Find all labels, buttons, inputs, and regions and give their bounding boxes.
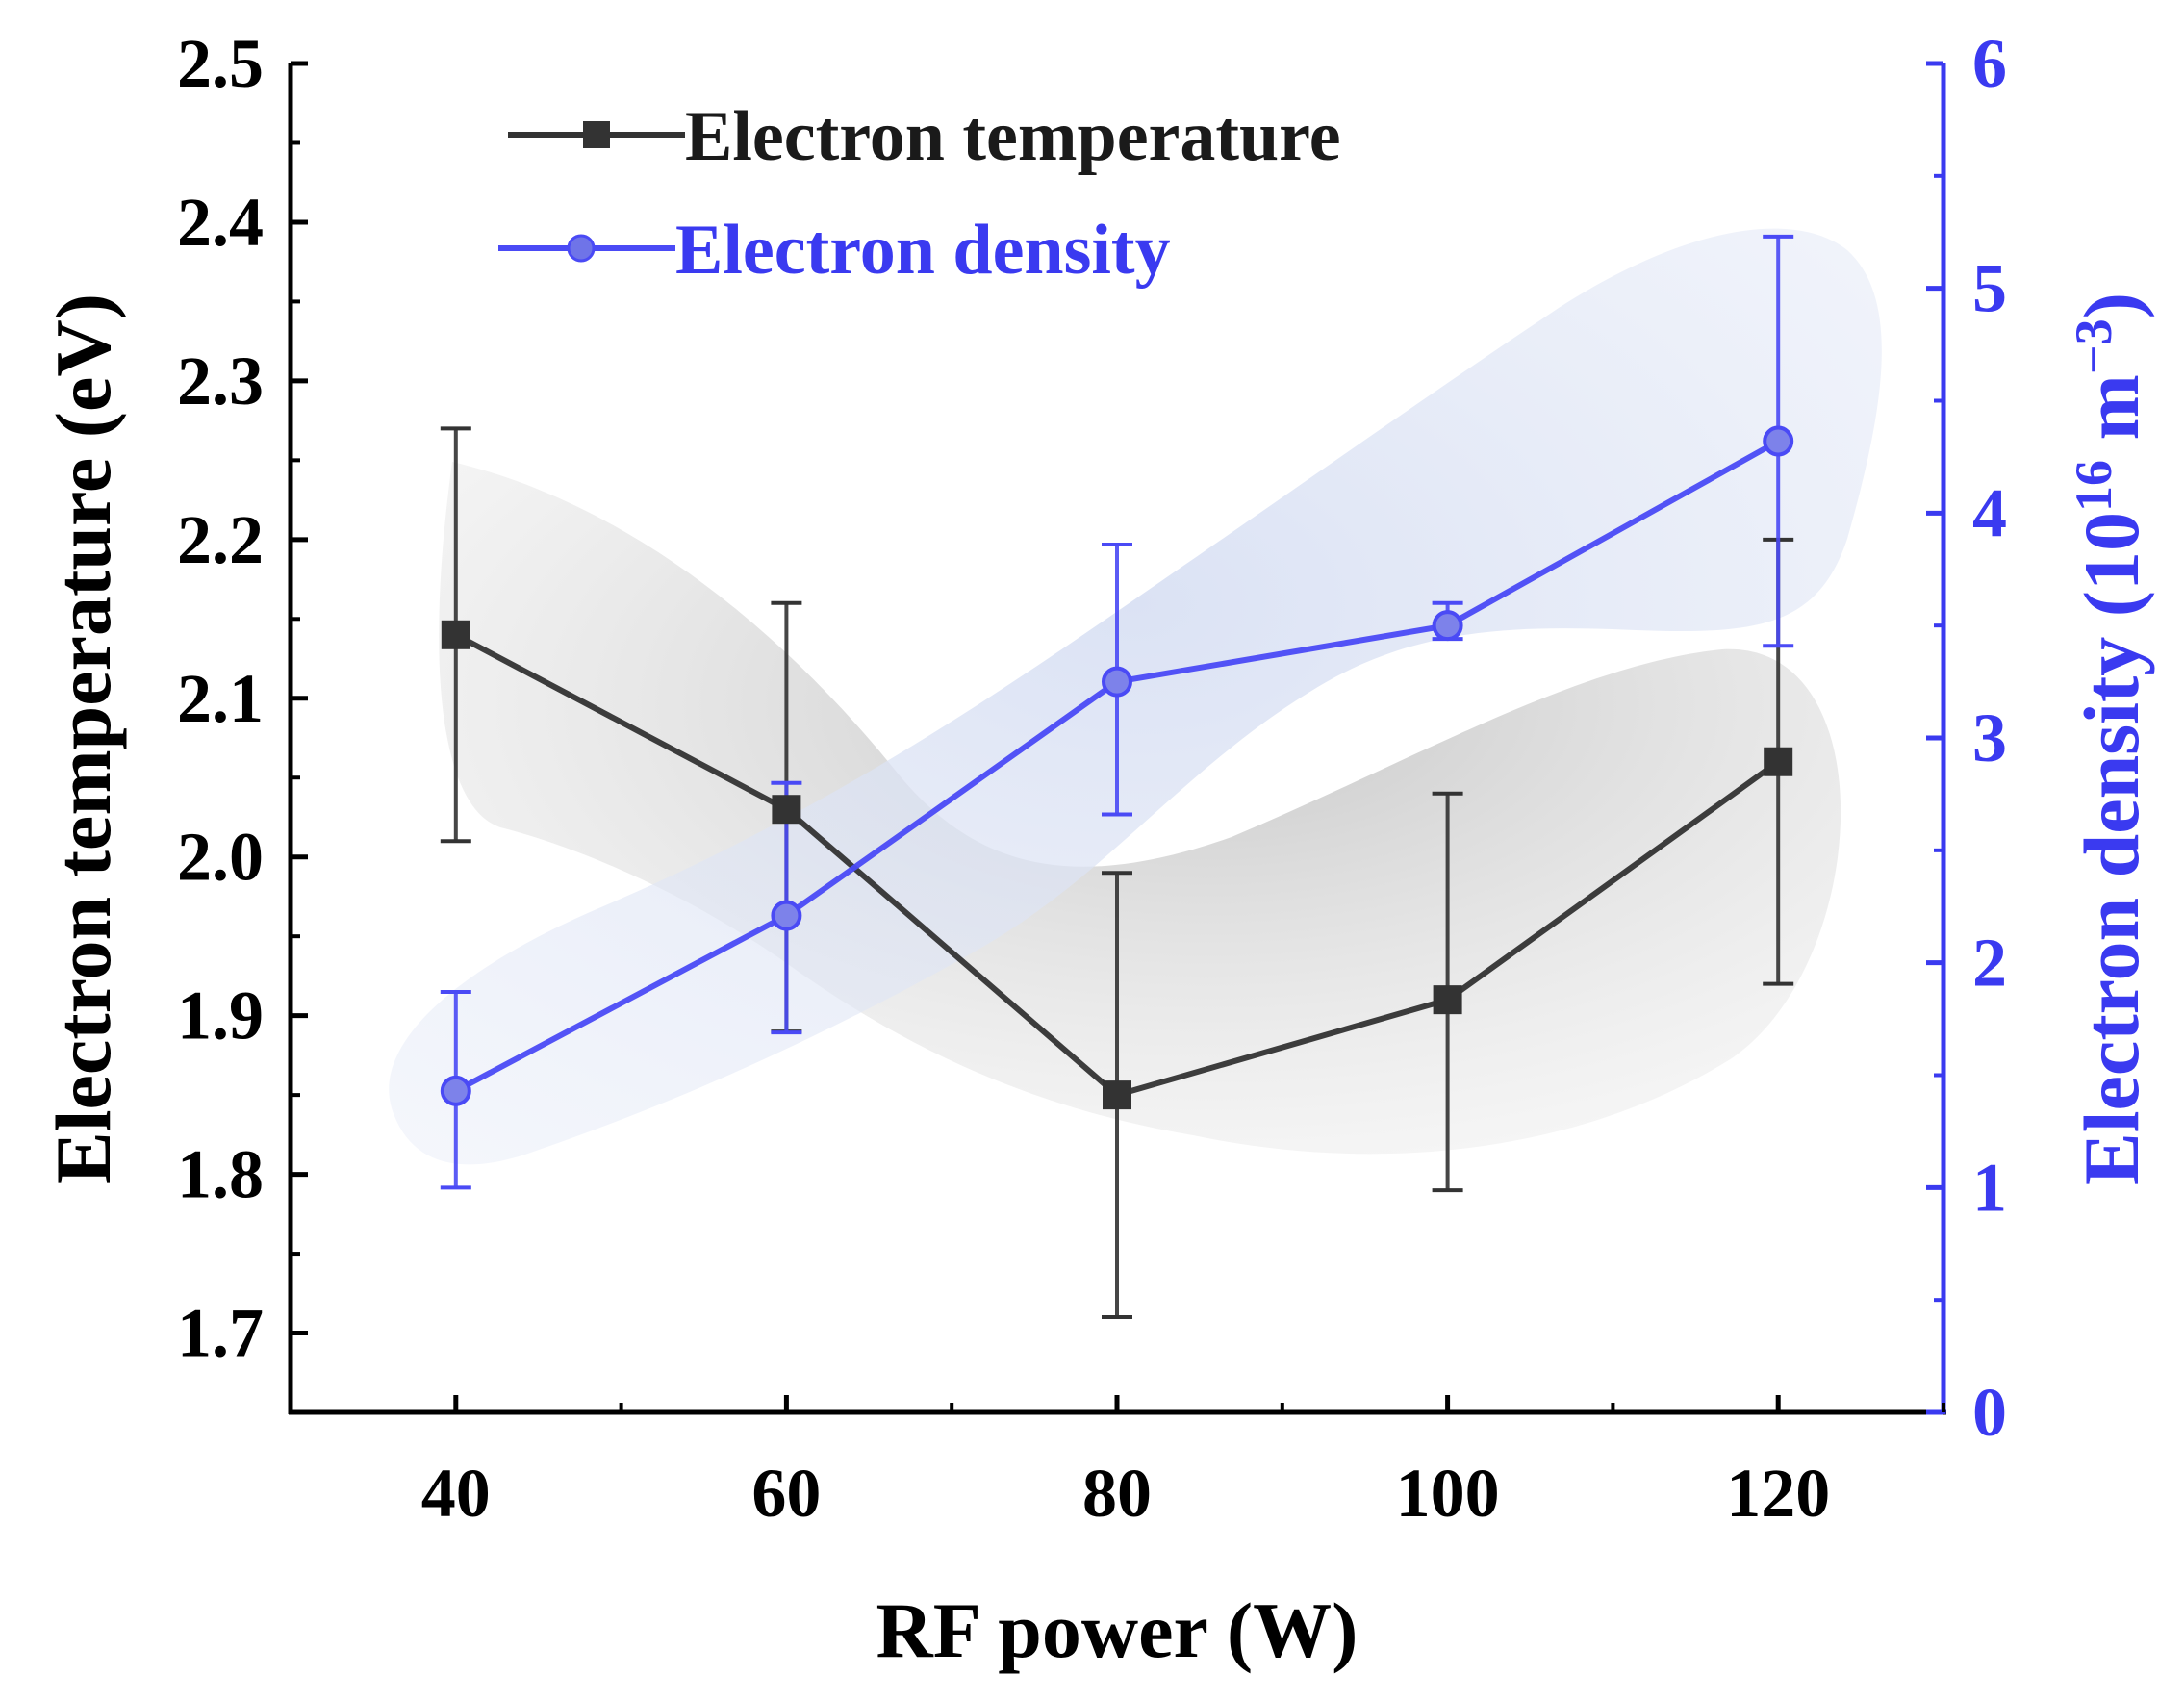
x-axis-title: RF power (W) <box>876 1587 1358 1674</box>
electron-density-point <box>771 900 802 931</box>
y-right-tick-label: 6 <box>1972 25 2007 102</box>
x-tick-label: 120 <box>1726 1455 1830 1532</box>
y-left-tick-label: 2.1 <box>177 660 264 737</box>
legend-density-label: Electron density <box>675 211 1171 290</box>
y-left-tick-label: 2.5 <box>177 25 264 102</box>
electron-temperature-point <box>441 620 470 649</box>
right-axis-title: Electron density (1016 m−3) <box>2065 292 2155 1185</box>
y-right-tick-label: 2 <box>1972 925 2007 1002</box>
y-left-tick-label: 2.2 <box>177 501 264 578</box>
x-tick-label: 80 <box>1082 1455 1152 1532</box>
right-axis-title-exponent-2: −3 <box>2065 318 2122 374</box>
electron-temperature-point <box>1103 1080 1131 1110</box>
right-axis-title-mid: m <box>2068 374 2155 460</box>
y-right-tick-label: 0 <box>1972 1374 2007 1451</box>
electron-temperature-point <box>772 795 801 825</box>
legend-temperature-label: Electron temperature <box>685 97 1341 176</box>
y-right-tick-label: 4 <box>1972 474 2007 551</box>
temperature-trend-band <box>439 462 1841 1155</box>
electron-density-point <box>1432 610 1463 642</box>
right-axis-title-suffix: ) <box>2068 292 2155 318</box>
electron-temperature-point <box>1764 747 1793 776</box>
left-axis-title: Electron temperature (eV) <box>39 293 127 1184</box>
right-axis-title-prefix: Electron density (10 <box>2068 512 2155 1185</box>
y-left-tick-label: 2.3 <box>177 343 264 419</box>
legend: Electron temperature Electron density <box>498 97 1341 290</box>
legend-density-marker <box>567 234 596 263</box>
y-left-tick-label: 2.0 <box>177 819 264 896</box>
electron-temperature-point <box>1433 985 1462 1015</box>
x-tick-label: 60 <box>751 1455 821 1532</box>
x-tick-label: 40 <box>421 1455 491 1532</box>
y-left-tick-label: 2.4 <box>177 184 264 261</box>
y-left-tick-label: 1.9 <box>177 977 264 1054</box>
electron-density-point <box>1102 666 1132 698</box>
right-axis-title-exponent-1: 16 <box>2065 460 2122 512</box>
x-tick-label: 100 <box>1396 1455 1500 1532</box>
electron-density-point <box>440 1075 471 1106</box>
y-right-tick-label: 5 <box>1972 250 2007 327</box>
y-left-tick-label: 1.8 <box>177 1136 264 1213</box>
electron-density-point <box>1763 425 1794 457</box>
y-left-tick-label: 1.7 <box>177 1295 264 1372</box>
y-right-tick-label: 3 <box>1972 699 2007 776</box>
y-right-tick-label: 1 <box>1972 1149 2007 1226</box>
legend-temperature-marker <box>583 121 610 148</box>
